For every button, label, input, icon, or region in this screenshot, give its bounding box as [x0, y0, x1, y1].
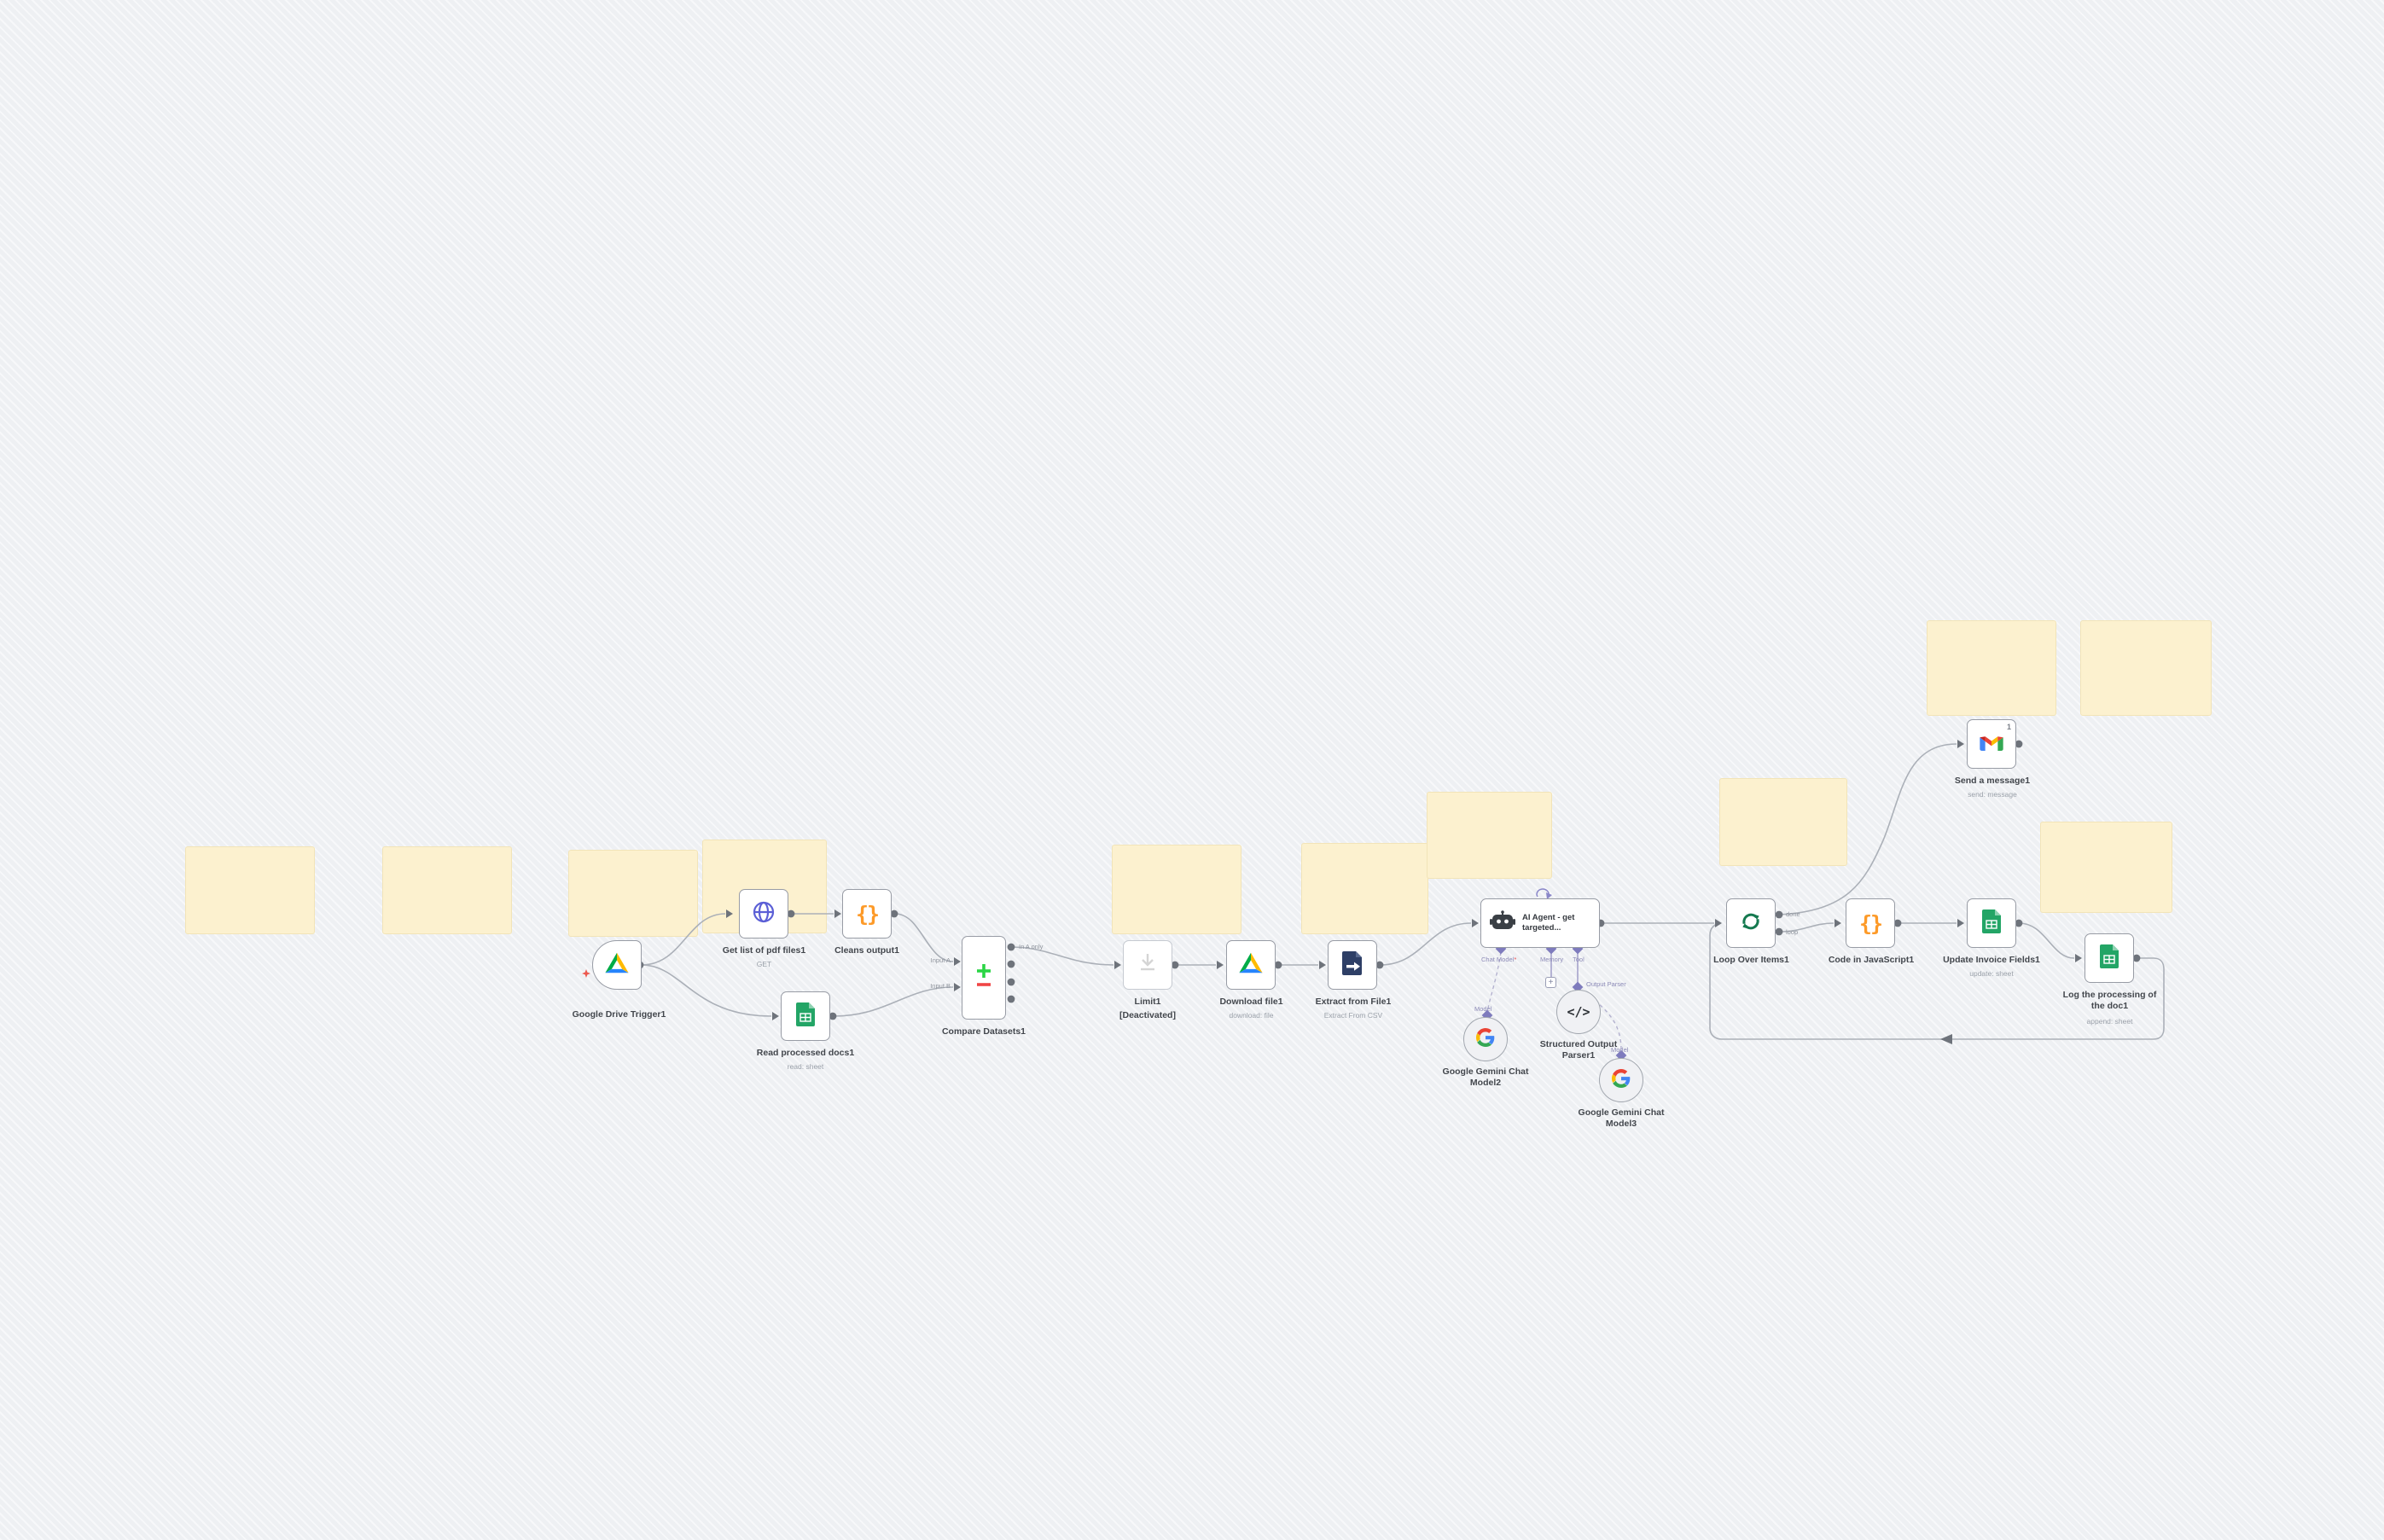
node-label: Get list of pdf files1 [722, 945, 806, 956]
node-subtitle: Extract From CSV [1323, 1011, 1383, 1020]
google-drive-icon [1238, 951, 1264, 979]
node-label: Cleans output1 [834, 945, 899, 956]
node-label: Google Gemini Chat Model3 [1578, 1107, 1665, 1129]
node-compare-datasets[interactable] [962, 936, 1006, 1020]
http-globe-icon [751, 899, 776, 929]
google-sheets-icon [2100, 944, 2119, 973]
node-label: Limit1 [1134, 997, 1161, 1007]
node-label: Google Drive Trigger1 [572, 1009, 666, 1020]
trigger-issue-marker [582, 969, 590, 978]
node-ai-agent[interactable]: AI Agent - get targeted... [1480, 898, 1600, 948]
sticky-note[interactable] [568, 850, 698, 937]
robot-icon [1490, 909, 1515, 937]
node-extract-from-file[interactable] [1328, 940, 1377, 990]
items-count-badge: 1 [2007, 723, 2012, 731]
port-label-in-a-only: In A only [1019, 943, 1044, 950]
node-label: Code in JavaScript1 [1828, 955, 1915, 965]
node-limit-deactivated[interactable] [1123, 940, 1172, 990]
node-label: Update Invoice Fields1 [1943, 955, 2040, 965]
port-label-done: done [1786, 910, 1800, 918]
braces-icon: {} [855, 901, 880, 927]
port-label-chat-model: Chat Model* [1481, 956, 1517, 963]
port-label-model: Model [1474, 1005, 1492, 1013]
sticky-note[interactable] [382, 846, 512, 934]
port-label-tool: Tool [1573, 956, 1584, 963]
node-download-file[interactable] [1226, 940, 1276, 990]
node-subtitle: update: sheet [1969, 969, 2014, 978]
braces-icon: {} [1858, 910, 1883, 936]
node-google-gemini-chat-model3[interactable] [1599, 1058, 1643, 1102]
node-label: Extract from File1 [1315, 997, 1392, 1007]
sticky-note[interactable] [2040, 822, 2172, 913]
extract-file-icon [1342, 950, 1363, 979]
node-cleans-output[interactable]: {} [842, 889, 892, 939]
node-subtitle: download: file [1229, 1011, 1274, 1020]
compare-plus-minus-icon [973, 962, 995, 995]
sticky-note[interactable] [1719, 778, 1847, 866]
sticky-note[interactable] [1427, 792, 1552, 879]
node-label: Send a message1 [1954, 776, 2031, 786]
sticky-note[interactable] [1927, 620, 2056, 716]
loop-icon [1739, 909, 1763, 938]
port-label-loop: loop [1786, 928, 1799, 936]
google-g-icon [1612, 1068, 1631, 1092]
node-label: Loop Over Items1 [1713, 955, 1789, 965]
sticky-note[interactable] [1112, 845, 1241, 934]
node-send-a-message[interactable] [1967, 719, 2016, 769]
google-sheets-icon [1982, 909, 2001, 938]
node-label: Structured Output Parser1 [1539, 1039, 1618, 1061]
port-label-memory: Memory [1540, 956, 1564, 963]
node-label: Google Gemini Chat Model2 [1442, 1066, 1529, 1088]
sticky-note[interactable] [185, 846, 315, 934]
limit-icon [1137, 952, 1159, 979]
node-google-drive-trigger[interactable] [592, 940, 642, 990]
node-title: AI Agent - get targeted... [1522, 913, 1575, 933]
node-log-the-processing[interactable] [2085, 933, 2134, 983]
node-label: Log the processing of the doc1 [2062, 990, 2157, 1011]
google-g-icon [1476, 1027, 1495, 1051]
node-structured-output-parser[interactable]: </> [1556, 990, 1601, 1034]
node-subtitle: append: sheet [2086, 1017, 2133, 1026]
required-asterisk: * [1514, 956, 1517, 963]
node-update-invoice-fields[interactable] [1967, 898, 2016, 948]
sticky-note[interactable] [1301, 843, 1428, 934]
node-status-deactivated: [Deactivated] [1119, 1010, 1176, 1020]
node-get-list-of-pdf-files[interactable] [739, 889, 788, 939]
node-subtitle: GET [756, 960, 772, 968]
node-read-processed-docs[interactable] [781, 991, 830, 1041]
port-label-input-a: Input A [930, 956, 951, 964]
add-memory-button[interactable]: + [1545, 977, 1556, 988]
node-google-gemini-chat-model2[interactable] [1463, 1017, 1508, 1061]
node-subtitle: read: sheet [787, 1062, 824, 1071]
node-subtitle: send: message [1968, 790, 2017, 799]
port-label-input-b: Input B [930, 982, 951, 990]
node-loop-over-items[interactable] [1726, 898, 1776, 948]
gmail-icon [1980, 733, 2003, 755]
sticky-note[interactable] [2080, 620, 2212, 716]
port-label-model: Model [1611, 1046, 1629, 1054]
code-tag-icon: </> [1567, 1004, 1590, 1020]
node-label: Compare Datasets1 [941, 1026, 1026, 1037]
node-label: Download file1 [1219, 997, 1283, 1007]
port-label-output-parser: Output Parser [1586, 980, 1626, 988]
google-drive-icon [604, 951, 630, 979]
node-code-in-javascript[interactable]: {} [1846, 898, 1895, 948]
node-label: Read processed docs1 [756, 1048, 855, 1058]
google-sheets-icon [796, 1002, 815, 1031]
